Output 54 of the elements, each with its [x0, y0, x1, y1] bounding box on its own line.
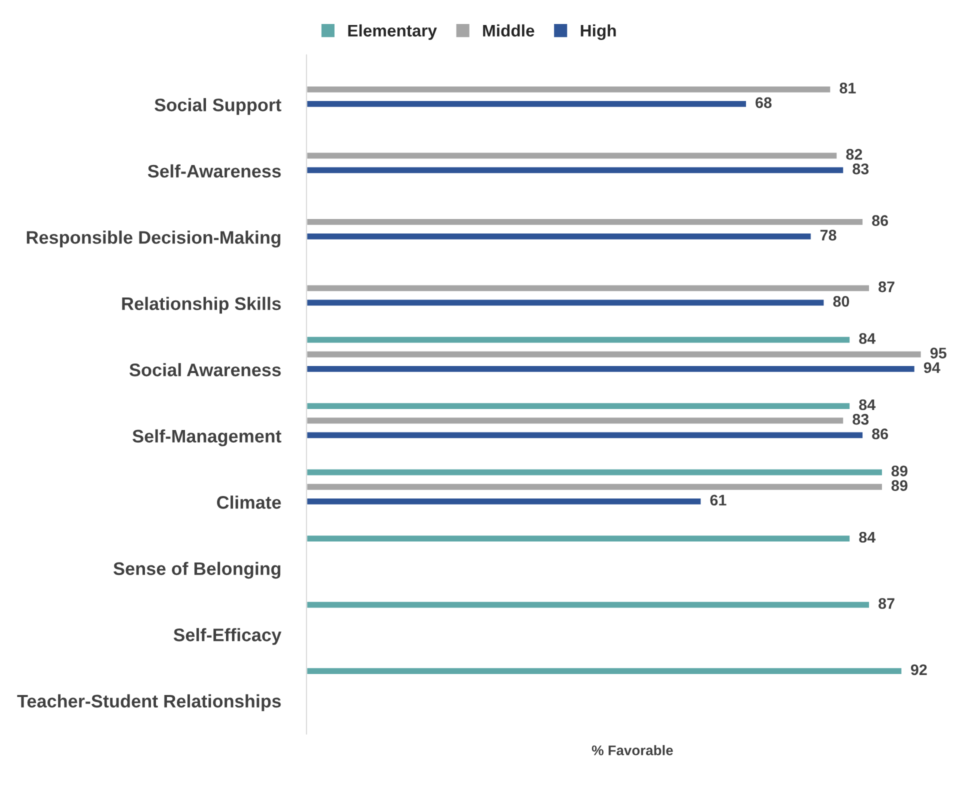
data-label: 68 [756, 97, 772, 108]
y-tick-label: Responsible Decision-Making [26, 230, 280, 248]
bar [306, 232, 812, 241]
data-label: 83 [852, 164, 869, 174]
data-label: 84 [859, 532, 876, 543]
y-tick-label: Self-Awareness [148, 164, 281, 178]
y-tick-label: Relationship Skills [122, 296, 281, 314]
bar [306, 166, 845, 175]
data-label: 95 [930, 348, 946, 358]
y-tick-label: Teacher-Student Relationships [17, 694, 281, 712]
y-tick-label: Social Support [154, 98, 282, 115]
bar [306, 666, 903, 676]
bar [306, 402, 851, 410]
legend-label: High [580, 24, 616, 40]
data-label: 94 [924, 362, 940, 374]
y-tick-label: Self-Efficacy [174, 628, 282, 645]
data-label: 83 [852, 414, 869, 425]
bar [306, 284, 870, 292]
y-tick-label: Sense of Belonging [113, 562, 280, 579]
data-label: 89 [891, 466, 908, 476]
data-label: 92 [910, 664, 927, 676]
bar [306, 350, 922, 359]
bar [306, 100, 748, 108]
y-tick-label: Social Awareness [129, 363, 281, 376]
bar [306, 600, 870, 610]
bar [306, 151, 838, 160]
bar [306, 416, 845, 425]
data-label: 84 [859, 333, 876, 344]
bar [306, 335, 851, 344]
y-tick-label: Climate [217, 496, 281, 509]
bar [306, 468, 884, 477]
bar [306, 534, 851, 543]
data-label: 78 [820, 230, 836, 241]
bar [306, 364, 916, 374]
data-label: 89 [891, 480, 908, 491]
data-label: 84 [859, 399, 876, 410]
x-axis-title: % Favorable [592, 745, 673, 756]
data-label: 87 [878, 281, 894, 292]
legend-label: Elementary [348, 24, 437, 40]
data-label: 61 [710, 494, 726, 506]
bar [306, 497, 702, 506]
bar [306, 430, 864, 440]
bar [306, 298, 826, 308]
data-label: 86 [872, 428, 888, 440]
y-tick-label: Self-Management [132, 429, 282, 446]
legend-label: Middle [483, 24, 534, 37]
data-label: 82 [846, 148, 862, 160]
data-label: 87 [878, 598, 894, 609]
data-label: 86 [872, 215, 888, 226]
data-label: 81 [840, 82, 856, 94]
bar [306, 85, 832, 94]
data-label: 80 [833, 296, 850, 307]
bar [306, 218, 864, 226]
bar [306, 482, 884, 492]
